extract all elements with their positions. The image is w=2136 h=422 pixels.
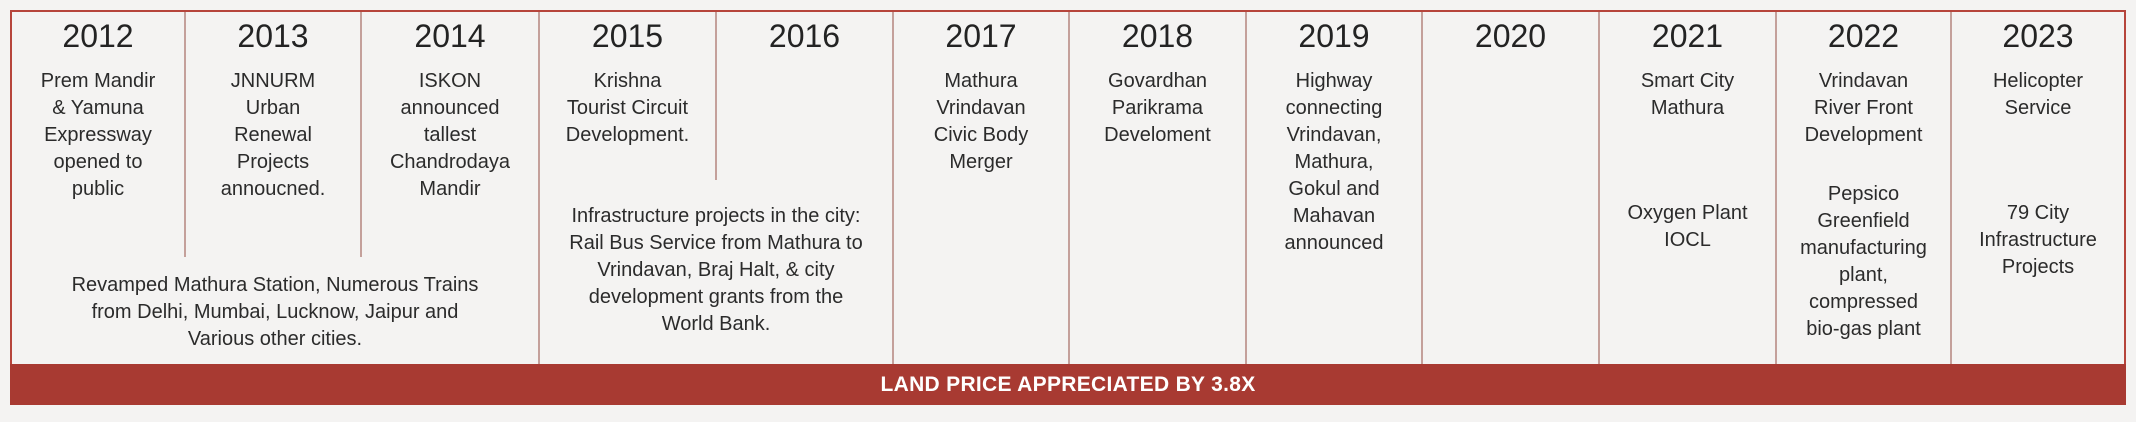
event-2012-2014-station: Revamped Mathura Station, Numerous Train… [71, 274, 479, 350]
divider [538, 12, 540, 364]
divider [1775, 12, 1777, 364]
event-2013: JNNURM Urban Renewal Projects annoucned. [220, 70, 326, 200]
divider [1421, 12, 1423, 364]
event-2015: Krishna Tourist Circuit Development. [565, 70, 690, 146]
event-2014: ISKON announced tallest Chandrodaya Mand… [389, 70, 511, 200]
year-2017: 2017 [945, 18, 1017, 54]
event-2015-2016-infrastructure: Infrastructure projects in the city: Rai… [569, 205, 863, 335]
event-2019: Highway connecting Vrindavan, Mathura, G… [1284, 70, 1384, 254]
divider [1598, 12, 1600, 364]
land-price-banner: LAND PRICE APPRECIATED BY 3.8X [10, 364, 2126, 405]
year-2012: 2012 [62, 18, 134, 54]
year-2020: 2020 [1474, 18, 1547, 54]
divider [184, 12, 186, 257]
year-2023: 2023 [2002, 18, 2074, 54]
event-2023-helicopter: Helicopter Service [1992, 70, 2084, 119]
event-2012: Prem Mandir & Yamuna Expressway opened t… [40, 70, 156, 200]
event-2022-river-front: Vrindavan River Front Development [1804, 70, 1923, 146]
divider [1950, 12, 1952, 364]
event-2023-infrastructure: 79 City Infrastructure Projects [1979, 202, 2097, 278]
divider [360, 12, 362, 257]
event-2021-smart-city: Smart City Mathura [1640, 70, 1735, 119]
event-2018: Govardhan Parikrama Develoment [1104, 70, 1211, 146]
divider [715, 12, 717, 180]
year-2021: 2021 [1651, 18, 1724, 54]
year-2018: 2018 [1121, 18, 1194, 54]
year-2013: 2013 [237, 18, 309, 54]
event-2017: Mathura Vrindavan Civic Body Merger [933, 70, 1029, 173]
year-2019: 2019 [1298, 18, 1370, 54]
year-2014: 2014 [414, 18, 486, 54]
divider [1245, 12, 1247, 364]
divider [1068, 12, 1070, 364]
divider [892, 12, 894, 364]
year-2016: 2016 [768, 18, 841, 54]
event-2021-oxygen-plant: Oxygen Plant IOCL [1627, 202, 1748, 251]
year-2022: 2022 [1827, 18, 1900, 54]
event-2022-pepsico: Pepsico Greenfield manufacturing plant, … [1800, 183, 1927, 340]
year-2015: 2015 [591, 18, 664, 54]
